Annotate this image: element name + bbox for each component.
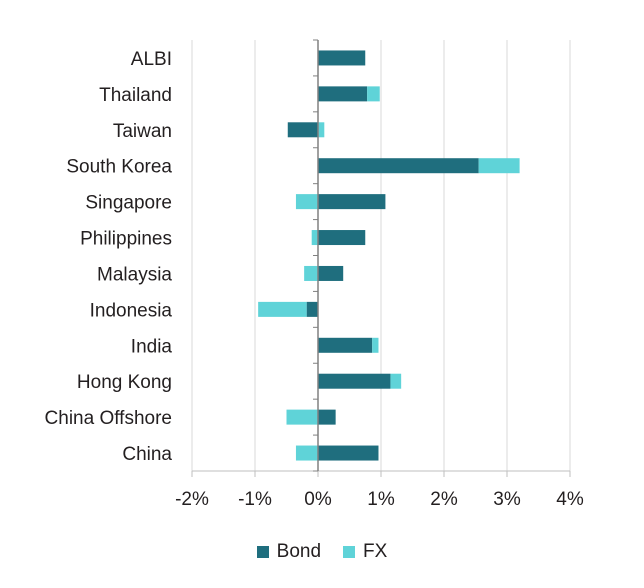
x-tick-label: 1%	[367, 489, 395, 510]
bar-bond	[318, 194, 386, 210]
legend-label-bond: Bond	[276, 541, 322, 562]
category-label: Philippines	[80, 229, 172, 250]
bar-fx	[304, 265, 318, 281]
category-label: Taiwan	[113, 121, 172, 142]
category-label: Indonesia	[90, 300, 173, 321]
x-tick-label: -2%	[175, 489, 209, 510]
bar-bond	[306, 301, 318, 317]
bar-fx	[390, 373, 402, 389]
category-label: China Offshore	[45, 408, 172, 429]
category-label: Singapore	[85, 193, 172, 214]
legend-item-bond: Bond	[256, 541, 322, 563]
category-label: China	[122, 444, 172, 465]
bar-bond	[318, 86, 368, 102]
x-tick-label: 4%	[556, 489, 584, 510]
x-tick-label: 0%	[304, 489, 332, 510]
category-label: ALBI	[131, 49, 172, 70]
category-label: Malaysia	[97, 264, 172, 285]
x-tick-label: -1%	[238, 489, 272, 510]
bar-fx	[318, 122, 325, 138]
bar-fx	[311, 230, 318, 246]
bar-bond	[318, 373, 391, 389]
bar-bond	[318, 337, 373, 353]
legend: Bond FX	[0, 541, 644, 563]
bar-bond	[318, 50, 366, 66]
legend-label-fx: FX	[363, 541, 388, 562]
bar-fx	[258, 301, 307, 317]
x-tick-label: 3%	[493, 489, 521, 510]
bar-bond	[318, 158, 479, 174]
bar-fx	[478, 158, 520, 174]
bar-bond	[318, 230, 366, 246]
bar-bond	[318, 265, 344, 281]
category-label: South Korea	[66, 157, 172, 178]
legend-swatch-fx	[343, 546, 356, 558]
legend-swatch-bond	[256, 546, 269, 558]
category-label: Thailand	[99, 85, 172, 106]
bar-bond	[318, 409, 336, 425]
bar-bond	[318, 445, 379, 461]
bar-fx	[286, 409, 318, 425]
bar-bond	[287, 122, 318, 138]
bar-fx	[295, 445, 318, 461]
category-label: India	[131, 336, 173, 357]
category-label: Hong Kong	[77, 372, 172, 393]
bar-fx	[367, 86, 380, 102]
x-tick-label: 2%	[430, 489, 458, 510]
bar-fx	[295, 194, 318, 210]
bar-fx	[372, 337, 379, 353]
legend-item-fx: FX	[343, 541, 387, 563]
